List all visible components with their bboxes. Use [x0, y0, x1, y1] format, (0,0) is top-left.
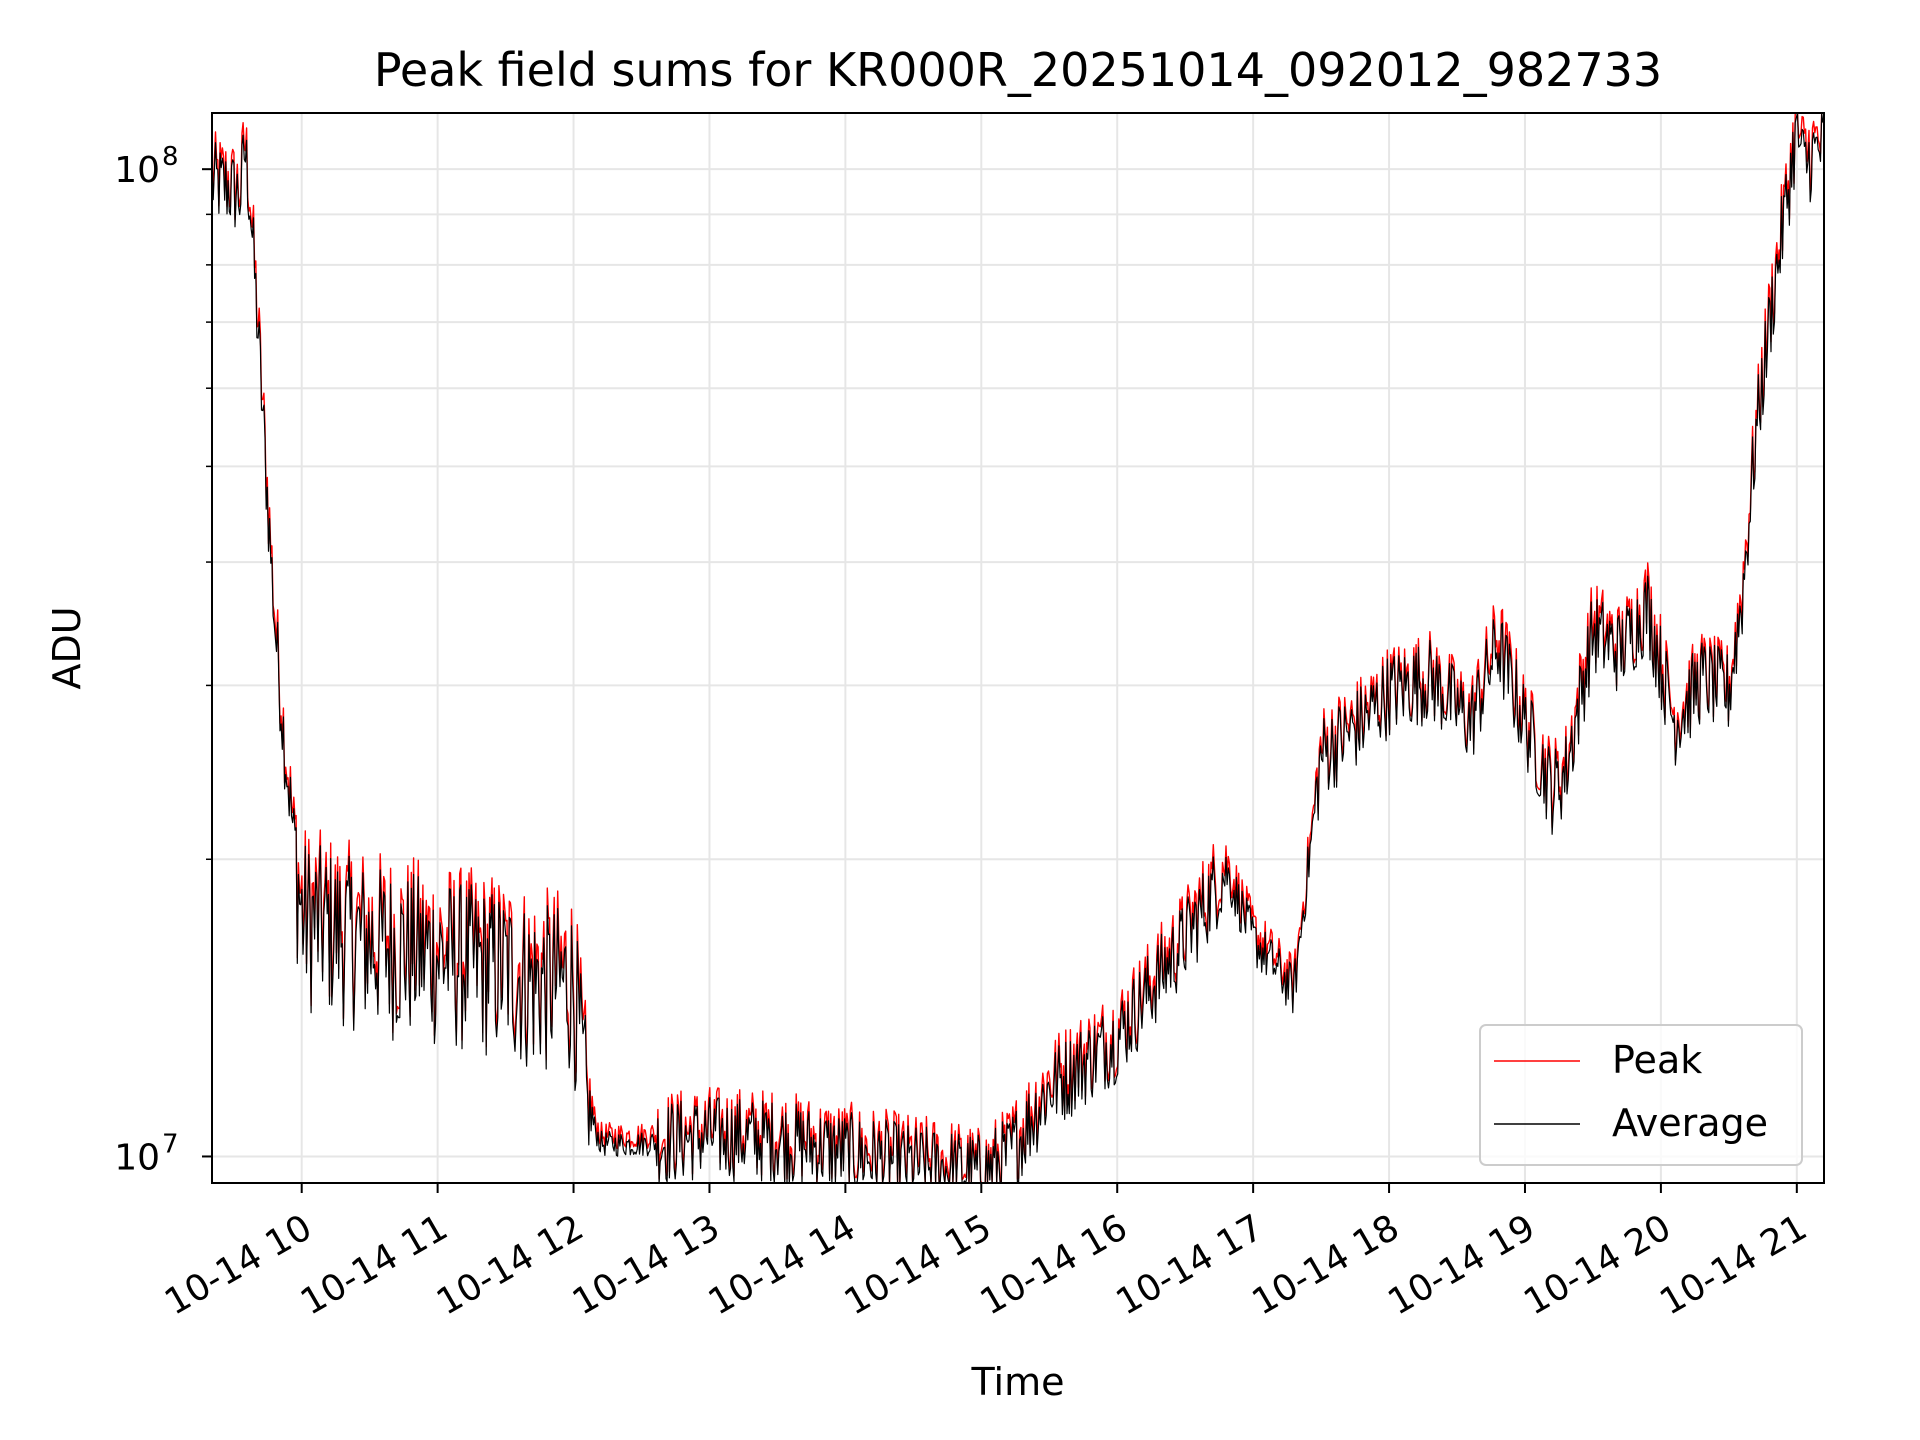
- y-axis-label: ADU: [45, 606, 89, 689]
- y-tick-label: 10 7: [114, 1129, 178, 1178]
- legend: Peak Average: [1479, 1024, 1803, 1166]
- axes-frame: [211, 112, 1825, 1184]
- y-tick-label: 10 8: [114, 142, 178, 191]
- x-axis-label: Time: [971, 1360, 1065, 1404]
- legend-peak-label: Peak: [1612, 1038, 1702, 1082]
- y-tick-base: 10: [114, 150, 160, 191]
- y-tick-exponent: 7: [162, 1129, 179, 1159]
- y-tick-base: 10: [114, 1137, 160, 1178]
- y-tick-exponent: 8: [162, 142, 179, 172]
- series-line-peak: [211, 112, 1824, 1184]
- legend-average-label: Average: [1612, 1101, 1768, 1145]
- legend-box: [1479, 1024, 1803, 1166]
- chart-title: Peak field sums for KR000R_20251014_0920…: [374, 43, 1662, 97]
